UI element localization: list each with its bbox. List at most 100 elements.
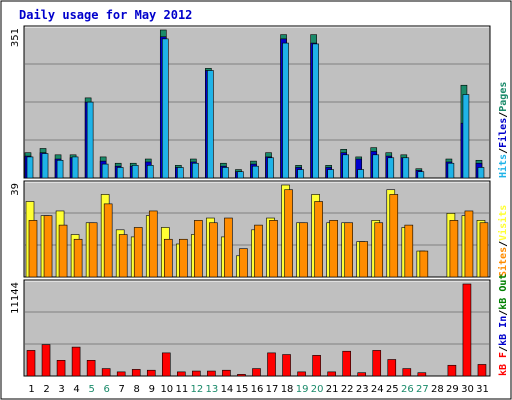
legend-entry: / xyxy=(498,346,509,352)
chart-panels: 351Hits/Files/Pages39Sites/Visits11144kB… xyxy=(10,25,509,377)
tick-day-21: 21 xyxy=(326,384,339,395)
bar-kb-f-day-26 xyxy=(402,368,412,377)
bar-kb-f-day-5 xyxy=(86,360,96,377)
tick-day-20: 20 xyxy=(311,384,324,395)
bar-sites-day-4 xyxy=(73,238,83,278)
bar-sites-day-17 xyxy=(269,220,278,278)
bar-sites-day-25 xyxy=(389,194,399,278)
legend-entry: Visits xyxy=(497,205,509,241)
bar-sites-day-11 xyxy=(179,238,188,278)
bar-sites-day-26 xyxy=(404,224,414,278)
bar-sites-day-12 xyxy=(194,220,203,278)
y-max-label: 11144 xyxy=(10,282,21,314)
bar-hits-day-19 xyxy=(297,169,304,179)
bar-sites-day-19 xyxy=(299,222,308,278)
tick-day-13: 13 xyxy=(206,384,219,395)
tick-day-3: 3 xyxy=(58,384,64,395)
tick-day-1: 1 xyxy=(28,384,34,395)
bar-hits-day-4 xyxy=(71,156,79,179)
bar-sites-day-18 xyxy=(284,189,293,278)
tick-day-7: 7 xyxy=(119,384,125,395)
bar-hits-day-2 xyxy=(41,153,49,179)
day-tick-labels: 1 2 3 4 5 6 7 8 9 10 11 12 13 14 15 16 17 18 19 20 21 22 23 24 2… xyxy=(28,384,489,395)
bar-kb-f-day-13 xyxy=(207,370,216,377)
bar-hits-day-27 xyxy=(417,171,425,179)
bar-hits-day-10 xyxy=(161,38,169,179)
bar-hits-day-14 xyxy=(222,167,229,179)
legend-entry: / xyxy=(498,148,509,154)
bar-kb-f-day-20 xyxy=(312,355,321,377)
bar-sites-day-14 xyxy=(224,217,233,278)
bar-kb-f-day-29 xyxy=(447,364,457,377)
legend-entry: / xyxy=(498,310,509,316)
bar-sites-day-16 xyxy=(254,224,263,278)
tick-day-5: 5 xyxy=(88,384,94,395)
tick-day-10: 10 xyxy=(160,384,173,395)
tick-day-29: 29 xyxy=(446,384,459,395)
bar-kb-f-day-17 xyxy=(267,352,276,377)
bar-sites-day-8 xyxy=(133,227,143,278)
bar-hits-day-18 xyxy=(282,42,289,179)
tick-day-11: 11 xyxy=(175,384,188,395)
bar-sites-day-21 xyxy=(329,220,338,278)
bar-hits-day-9 xyxy=(146,165,154,179)
bar-kb-f-day-27 xyxy=(417,372,427,377)
y-max-label: 39 xyxy=(10,183,21,196)
tick-day-22: 22 xyxy=(341,384,354,395)
bar-hits-day-29 xyxy=(447,162,455,179)
legend-entry: Files xyxy=(497,118,509,148)
legend-entry: / xyxy=(498,241,509,247)
bar-hits-day-22 xyxy=(342,154,349,179)
bar-sites-day-15 xyxy=(239,248,248,278)
tick-day-4: 4 xyxy=(73,384,79,395)
bar-hits-day-23 xyxy=(357,169,365,179)
bar-hits-day-3 xyxy=(56,159,64,179)
bar-hits-day-7 xyxy=(116,167,124,179)
bar-kb-f-day-12 xyxy=(192,370,201,377)
bar-sites-day-29 xyxy=(449,220,459,278)
bar-sites-day-10 xyxy=(163,238,173,278)
panel-background xyxy=(23,279,491,377)
legend-entry: kB In xyxy=(498,316,509,346)
bar-sites-day-31 xyxy=(479,222,489,278)
legend-entry: Sites xyxy=(497,247,509,277)
bar-hits-day-6 xyxy=(101,163,109,179)
bar-kb-f-day-14 xyxy=(222,369,231,377)
bar-kb-f-day-11 xyxy=(177,371,186,377)
bar-kb-f-day-6 xyxy=(101,368,111,377)
bar-hits-day-24 xyxy=(372,154,380,179)
legend-entry: Pages xyxy=(498,82,509,112)
chart-title: Daily usage for May 2012 xyxy=(19,8,192,22)
bar-kb-f-day-25 xyxy=(387,359,397,377)
bar-sites-day-13 xyxy=(209,222,218,278)
tick-day-9: 9 xyxy=(149,384,155,395)
bar-hits-day-5 xyxy=(86,101,94,179)
bar-sites-day-30 xyxy=(464,210,474,278)
tick-day-12: 12 xyxy=(191,384,204,395)
bar-hits-day-16 xyxy=(252,165,259,179)
bar-hits-day-26 xyxy=(402,157,410,179)
bar-kb-f-day-2 xyxy=(41,344,51,377)
bar-hits-day-30 xyxy=(462,94,470,179)
bar-sites-day-5 xyxy=(88,222,98,278)
bar-hits-day-1 xyxy=(26,156,34,179)
bar-kb-f-day-18 xyxy=(282,354,291,377)
bar-sites-day-7 xyxy=(118,234,128,278)
bar-hits-day-31 xyxy=(477,167,485,179)
bar-hits-day-12 xyxy=(192,162,199,179)
tick-day-25: 25 xyxy=(386,384,399,395)
bar-sites-day-6 xyxy=(103,203,113,278)
tick-day-27: 27 xyxy=(416,384,429,395)
bar-sites-day-27 xyxy=(419,250,429,278)
legend-entry: kB F xyxy=(498,352,509,376)
bar-sites-day-23 xyxy=(359,241,369,278)
bar-hits-day-13 xyxy=(207,70,214,179)
bar-kb-f-day-23 xyxy=(357,372,367,377)
tick-day-17: 17 xyxy=(266,384,279,395)
tick-day-24: 24 xyxy=(371,384,384,395)
tick-day-26: 26 xyxy=(401,384,414,395)
bar-kb-f-day-1 xyxy=(26,350,36,377)
